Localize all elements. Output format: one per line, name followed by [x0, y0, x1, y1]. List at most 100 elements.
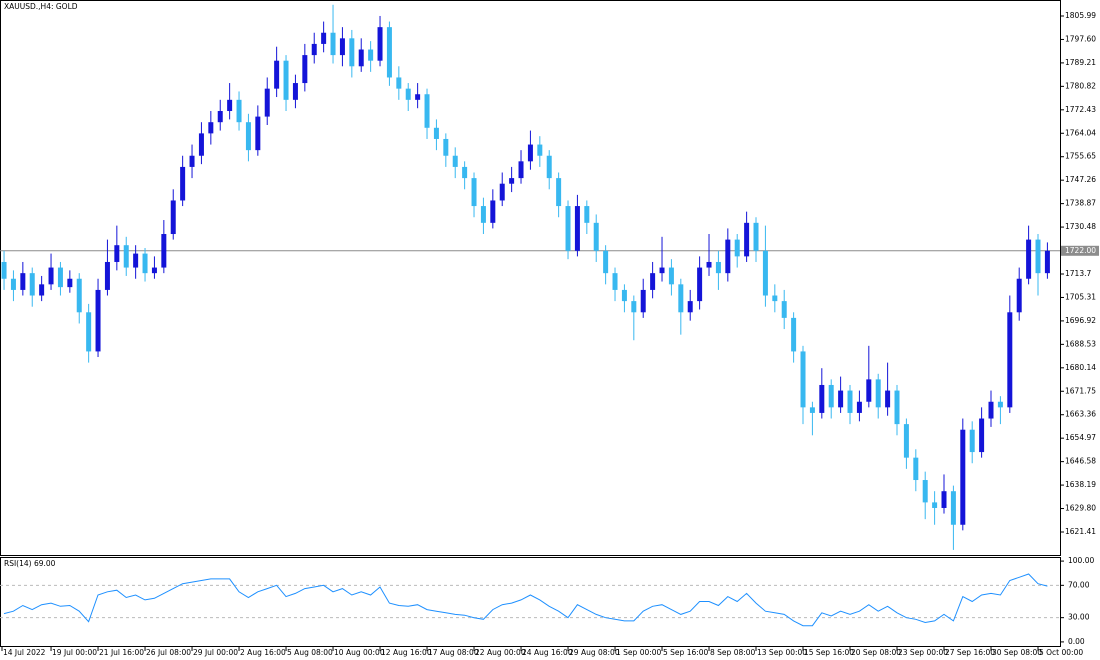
- candle-body: [659, 267, 665, 274]
- candle-body: [706, 261, 712, 268]
- y-tick-label: 1797.60: [1065, 34, 1096, 43]
- x-tick-label: 24 Aug 16:00: [522, 648, 573, 657]
- y-tick-label: 1671.75: [1065, 386, 1096, 395]
- y-tick-label: 1654.97: [1065, 433, 1096, 442]
- candle-body: [819, 384, 825, 413]
- y-tick-label: 100.00: [1068, 556, 1094, 565]
- candle-body: [330, 32, 336, 56]
- x-tick-label: 14 Jul 2022: [3, 648, 46, 657]
- candle-body: [546, 155, 552, 179]
- candle-body: [170, 200, 176, 235]
- candle-body: [368, 49, 374, 61]
- x-tick-label: 23 Sep 00:00: [898, 648, 948, 657]
- candle-body: [556, 178, 562, 207]
- candle-body: [57, 267, 63, 288]
- candle-body: [518, 161, 524, 179]
- candle-body: [734, 239, 740, 257]
- last-price-box: [1061, 245, 1099, 256]
- candle-body: [452, 155, 458, 167]
- candle-body: [744, 222, 750, 257]
- x-tick-label: 27 Sep 16:00: [945, 648, 995, 657]
- y-tick-label: 1747.26: [1065, 175, 1096, 184]
- x-tick-label: 12 Aug 16:00: [381, 648, 432, 657]
- x-tick-label: 29 Jul 00:00: [193, 648, 238, 657]
- candle-body: [697, 267, 703, 302]
- candle-body: [772, 295, 778, 302]
- chart-title: XAUUSD.,H4: GOLD: [4, 2, 78, 11]
- y-tick-label: 1663.36: [1065, 410, 1096, 419]
- y-tick-label: 1629.80: [1065, 504, 1096, 513]
- y-tick-label: 70.00: [1068, 580, 1090, 589]
- candle-body: [687, 301, 693, 313]
- x-tick-label: 5 Aug 08:00: [287, 648, 333, 657]
- candle-body: [255, 116, 261, 151]
- y-tick-label: 1621.41: [1065, 527, 1096, 536]
- candle-body: [847, 390, 853, 413]
- candle-body: [809, 407, 815, 413]
- candle-body: [292, 83, 298, 100]
- main-pane-frame: [0, 0, 1061, 556]
- candle-body: [603, 250, 609, 274]
- candle-body: [950, 491, 956, 525]
- candle-body: [349, 38, 355, 67]
- candle-body: [1, 261, 7, 279]
- candle-body: [142, 253, 148, 274]
- candle-body: [133, 253, 139, 268]
- candle-body: [509, 178, 515, 184]
- candle-body: [339, 38, 345, 56]
- candle-body: [941, 491, 947, 508]
- y-tick-label: 1688.53: [1065, 339, 1096, 348]
- candle-body: [913, 457, 919, 481]
- y-tick-label: 1638.19: [1065, 480, 1096, 489]
- x-tick-label: 2 Aug 16:00: [240, 648, 286, 657]
- x-tick-label: 21 Jul 16:00: [99, 648, 144, 657]
- candle-body: [640, 289, 646, 313]
- candle-body: [499, 183, 505, 201]
- candle-body: [245, 122, 251, 151]
- y-tick-label: 1646.58: [1065, 457, 1096, 466]
- candle-body: [903, 424, 909, 458]
- candle-body: [236, 99, 242, 123]
- y-tick-label: 1730.48: [1065, 222, 1096, 231]
- candle-body: [67, 278, 73, 288]
- y-tick-label: 1713.7: [1065, 269, 1091, 278]
- y-tick-label: 1780.82: [1065, 81, 1096, 90]
- candle-body: [20, 273, 26, 290]
- candle-body: [443, 138, 449, 156]
- candle-body: [988, 401, 994, 419]
- x-tick-label: 19 Jul 00:00: [52, 648, 97, 657]
- candle-body: [969, 429, 975, 453]
- candle-body: [86, 312, 92, 352]
- candle-body: [151, 267, 157, 274]
- candle-body: [386, 27, 392, 78]
- candle-body: [480, 206, 486, 223]
- candle-body: [104, 261, 110, 290]
- candle-body: [997, 401, 1003, 408]
- candle-body: [227, 99, 233, 112]
- candle-body: [180, 166, 186, 201]
- candle-body: [189, 155, 195, 167]
- candle-body: [537, 144, 543, 156]
- x-tick-label: 8 Sep 08:00: [710, 648, 756, 657]
- y-tick-label: 1789.21: [1065, 58, 1096, 67]
- x-tick-label: 29 Aug 08:00: [569, 648, 620, 657]
- candle-body: [39, 284, 45, 296]
- candle-body: [715, 261, 721, 274]
- candle-body: [76, 278, 82, 313]
- candle-body: [29, 273, 35, 296]
- candle-body: [462, 166, 468, 179]
- rsi-pane-frame: [0, 557, 1061, 647]
- candle-body: [433, 127, 439, 139]
- candle-body: [161, 234, 167, 268]
- candle-body: [283, 60, 289, 100]
- x-tick-label: 13 Sep 00:00: [757, 648, 807, 657]
- y-tick-label: 1680.14: [1065, 363, 1096, 372]
- candle-body: [612, 273, 618, 290]
- candle-body: [866, 379, 872, 402]
- candle-body: [302, 55, 308, 84]
- y-tick-label: 1696.92: [1065, 316, 1096, 325]
- x-tick-label: 15 Sep 16:00: [804, 648, 854, 657]
- x-tick-label: 22 Aug 00:00: [475, 648, 526, 657]
